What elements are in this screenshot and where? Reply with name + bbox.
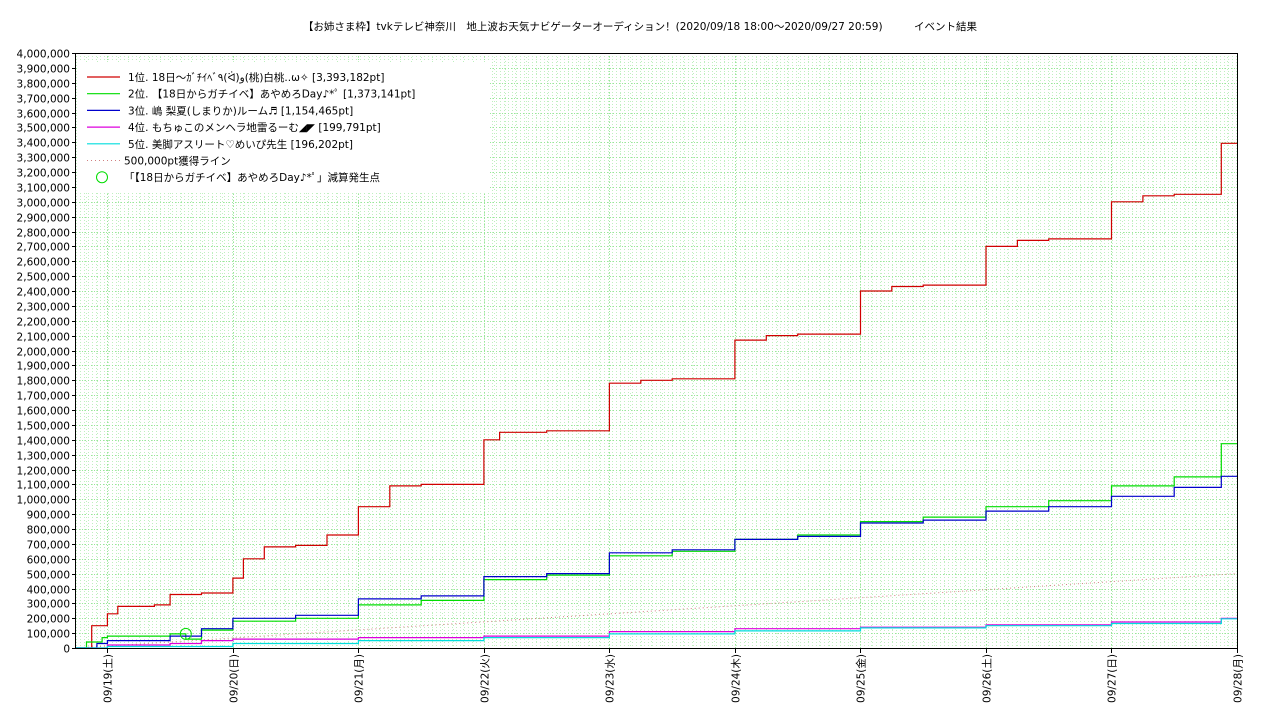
grid [76, 53, 1238, 649]
chart-title: 【お姉さま枠】tvkテレビ神奈川 地上波お天気ナビゲーターオーディション！(20… [302, 21, 978, 33]
y-tick-label: 700,000 [27, 540, 70, 552]
y-tick-label: 3,900,000 [17, 64, 70, 76]
y-tick-label: 1,800,000 [17, 376, 70, 388]
x-tick-label: 09/20(日) [229, 654, 241, 703]
x-tick-label: 09/26(土) [981, 654, 994, 703]
legend-label: 500,000pt獲得ライン [124, 155, 231, 168]
y-tick-label: 1,300,000 [17, 451, 70, 463]
y-tick-label: 2,600,000 [17, 257, 70, 269]
y-tick-label: 1,900,000 [17, 361, 70, 373]
x-tick-label: 09/27(日) [1107, 654, 1119, 703]
legend-label: 3位. 嶋 梨夏(しまりか)ルーム♬ [1,154,465pt] [128, 104, 353, 117]
y-tick-label: 3,500,000 [17, 123, 70, 135]
marker-layer [179, 627, 192, 640]
y-tick-label: 3,300,000 [17, 153, 70, 165]
y-tick-label: 2,900,000 [17, 213, 70, 225]
y-tick-label: 3,800,000 [17, 79, 70, 91]
y-tick-label: 0 [63, 644, 70, 656]
x-tick-label: 09/21(月) [354, 654, 366, 703]
x-tick-label: 09/22(火) [480, 654, 492, 703]
series-line-3 [76, 475, 1237, 649]
y-tick-label: 3,200,000 [17, 168, 70, 180]
x-axis: 09/19(土) 09/20(日) 09/21(月) 09/22(火) 09/23(水)… [102, 648, 1245, 703]
y-tick-label: 1,400,000 [17, 436, 70, 448]
y-tick-label: 1,100,000 [17, 480, 70, 492]
series-line-2 [76, 443, 1237, 649]
x-tick-label: 09/25(金) [855, 654, 868, 703]
y-tick-label: 3,700,000 [17, 94, 70, 106]
legend-swatch [96, 171, 108, 184]
legend-label: 2位. 【18日からガチイベ】あやめろDay♪*ﾟ [1,373,141pt] [128, 88, 415, 101]
y-axis: 0 100,000 200,000 300,000 400,000 500,000 600,… [17, 49, 76, 656]
y-tick-label: 400,000 [27, 585, 70, 597]
y-tick-label: 200,000 [27, 614, 70, 626]
series-line-4 [76, 617, 1237, 649]
y-tick-label: 1,000,000 [17, 495, 70, 507]
series-line-1 [76, 142, 1237, 649]
x-tick-label: 09/23(水) [605, 654, 617, 703]
x-tick-label: 09/24(木) [731, 654, 743, 703]
x-tick-label: 09/28(月) [1233, 654, 1245, 703]
legend-label: 1位. 18日〜ｶﾞﾁｲﾍﾞ٩(ᐛ)و(桃)白桃..ω✧ [3,393,182p… [128, 71, 384, 84]
series-line-5 [76, 618, 1237, 649]
y-tick-label: 1,700,000 [17, 391, 70, 403]
legend: 1位. 18日〜ｶﾞﾁｲﾍﾞ٩(ᐛ)و(桃)白桃..ω✧ [3,393,182p… [79, 62, 489, 192]
y-tick-label: 1,500,000 [17, 421, 70, 433]
legend-label: 4位. もちゅこのメンヘラ地雷るーむ◢◤ [199,791pt] [128, 121, 381, 134]
y-tick-label: 3,600,000 [17, 109, 70, 121]
y-tick-label: 4,000,000 [17, 49, 70, 61]
y-tick-label: 1,600,000 [17, 406, 70, 418]
x-tick-label: 09/19(土) [102, 654, 115, 703]
y-tick-label: 2,100,000 [17, 332, 70, 344]
y-tick-label: 100,000 [27, 629, 70, 641]
y-tick-label: 2,800,000 [17, 228, 70, 240]
y-tick-label: 2,300,000 [17, 302, 70, 314]
y-tick-label: 2,000,000 [17, 347, 70, 359]
series-layer [76, 142, 1237, 649]
legend-label: 「【18日からガチイベ】あやめろDay♪*ﾟ」減算発生点 [124, 171, 380, 184]
y-tick-label: 900,000 [27, 510, 70, 522]
y-tick-label: 3,000,000 [17, 198, 70, 210]
y-tick-label: 3,100,000 [17, 183, 70, 195]
legend-box [79, 62, 489, 192]
y-tick-label: 600,000 [27, 555, 70, 567]
y-tick-label: 3,400,000 [17, 138, 70, 150]
y-tick-label: 1,200,000 [17, 466, 70, 478]
y-tick-label: 2,400,000 [17, 287, 70, 299]
legend-label: 5位. 美脚アスリート♡めいぴ先生 [196,202pt] [128, 138, 353, 151]
y-tick-label: 2,700,000 [17, 242, 70, 254]
decrement-marker [179, 627, 192, 640]
y-tick-label: 2,500,000 [17, 272, 70, 284]
y-tick-label: 500,000 [27, 570, 70, 582]
y-tick-label: 800,000 [27, 525, 70, 537]
y-tick-label: 300,000 [27, 599, 70, 611]
y-tick-label: 2,200,000 [17, 317, 70, 329]
